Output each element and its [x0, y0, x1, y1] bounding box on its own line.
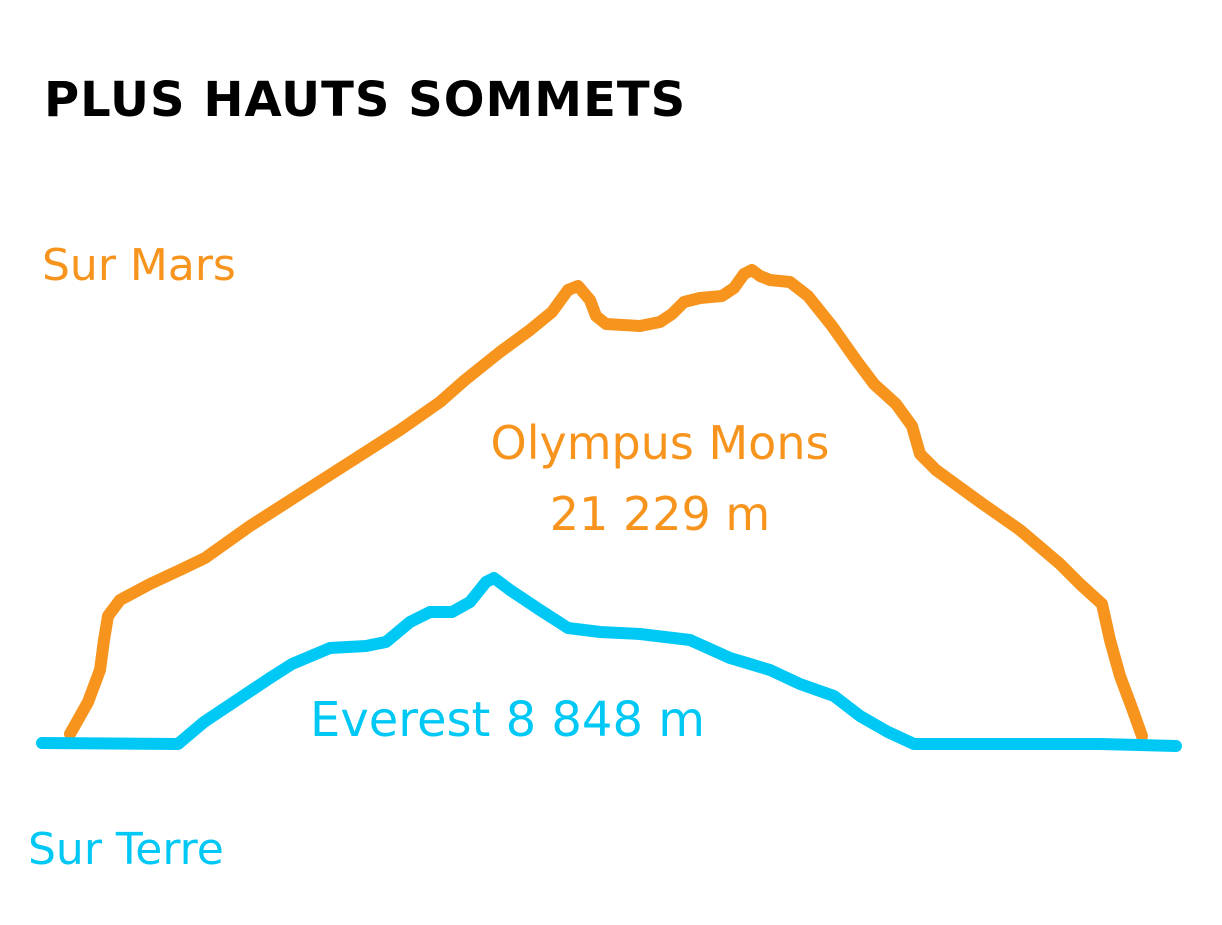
everest-label: Everest 8 848 m — [310, 692, 705, 748]
diagram-title: PLUS HAUTS SOMMETS — [44, 72, 687, 128]
mars-location-label: Sur Mars — [42, 240, 236, 291]
olympus-mons-name: Olympus Mons — [490, 416, 830, 470]
olympus-mons-profile — [64, 264, 1148, 742]
everest-profile — [36, 572, 1182, 752]
earth-location-label: Sur Terre — [28, 824, 224, 875]
olympus-mons-height: 21 229 m — [549, 487, 771, 541]
